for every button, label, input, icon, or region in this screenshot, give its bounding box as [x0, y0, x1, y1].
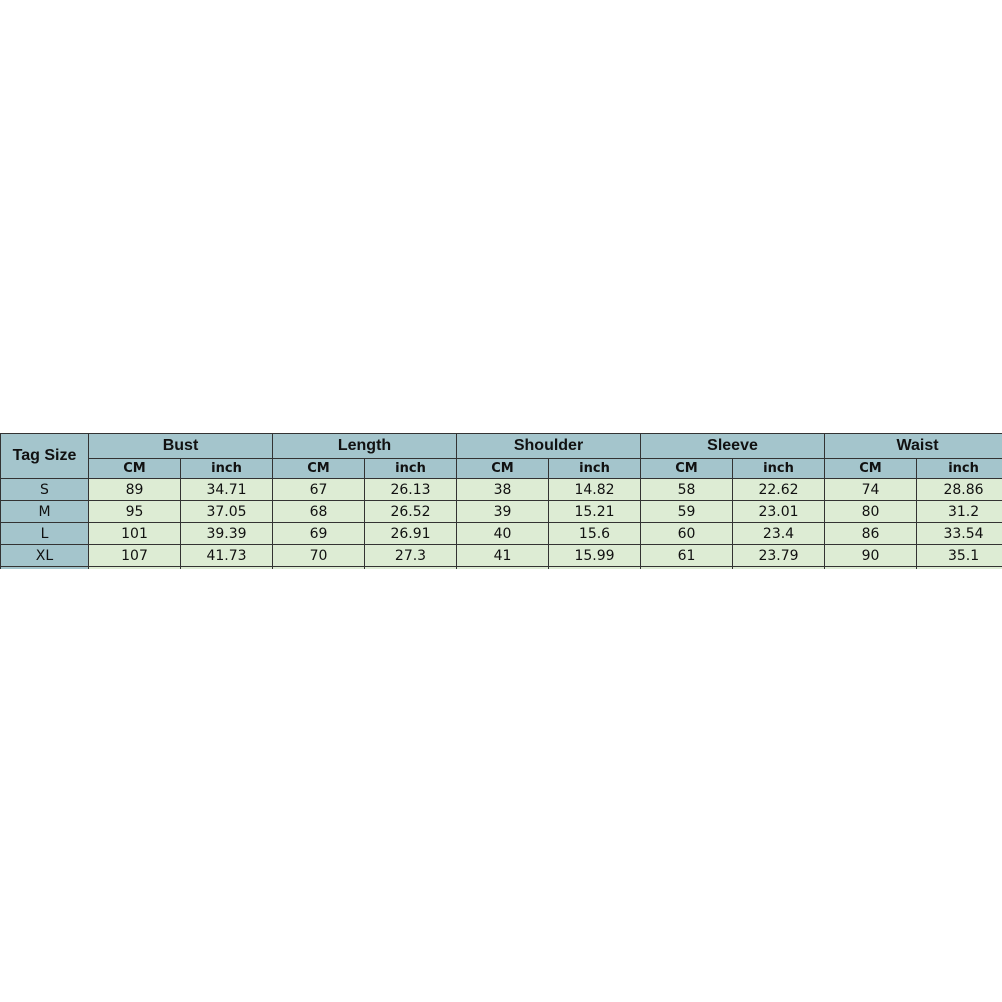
- value-cell: 15.6: [548, 522, 642, 545]
- value-cell: 40: [456, 522, 550, 545]
- unit-header: inch: [916, 458, 1002, 479]
- unit-header: inch: [363, 458, 458, 479]
- value-cell: 59: [640, 500, 734, 523]
- size-chart: Tag Size Bust Length Shoulder Sleeve Waist C…: [0, 433, 1002, 569]
- empty-cell: [272, 566, 365, 569]
- value-cell: 38: [456, 478, 550, 501]
- value-cell: 22.62: [732, 478, 826, 501]
- value-cell: 80: [824, 500, 918, 523]
- group-header-waist: Waist: [824, 433, 1002, 459]
- value-cell: 90: [824, 544, 918, 567]
- value-cell: 67: [272, 478, 365, 501]
- size-cell: M: [0, 500, 89, 523]
- group-header-bust: Bust: [88, 433, 273, 459]
- value-cell: 27.3: [363, 544, 458, 567]
- unit-header: CM: [456, 458, 550, 479]
- empty-cell: [180, 566, 273, 569]
- empty-cell: [640, 566, 734, 569]
- value-cell: 107: [88, 544, 181, 567]
- value-cell: 41: [456, 544, 550, 567]
- value-cell: 39.39: [180, 522, 273, 545]
- value-cell: 68: [272, 500, 365, 523]
- empty-cell: [88, 566, 181, 569]
- value-cell: 26.13: [363, 478, 458, 501]
- value-cell: 101: [88, 522, 181, 545]
- table-row: M 95 37.05 68 26.52 39 15.21 59 23.01 80 31.2: [0, 500, 1002, 523]
- table-row-cut: [0, 566, 1002, 569]
- table-row: L 101 39.39 69 26.91 40 15.6 60 23.4 86 33.54: [0, 522, 1002, 545]
- unit-header: CM: [640, 458, 734, 479]
- value-cell: 34.71: [180, 478, 273, 501]
- value-cell: 35.1: [916, 544, 1002, 567]
- size-cell: XL: [0, 544, 89, 567]
- value-cell: 15.21: [548, 500, 642, 523]
- unit-header: CM: [272, 458, 365, 479]
- empty-cell: [916, 566, 1002, 569]
- value-cell: 41.73: [180, 544, 273, 567]
- value-cell: 26.52: [363, 500, 458, 523]
- empty-cell: [363, 566, 458, 569]
- value-cell: 60: [640, 522, 734, 545]
- value-cell: 95: [88, 500, 181, 523]
- unit-header: CM: [88, 458, 181, 479]
- value-cell: 37.05: [180, 500, 273, 523]
- unit-header: inch: [732, 458, 826, 479]
- value-cell: 31.2: [916, 500, 1002, 523]
- value-cell: 23.01: [732, 500, 826, 523]
- empty-cell: [732, 566, 826, 569]
- value-cell: 69: [272, 522, 365, 545]
- value-cell: 33.54: [916, 522, 1002, 545]
- unit-header: inch: [180, 458, 273, 479]
- tag-size-header: Tag Size: [0, 433, 89, 479]
- empty-cell: [548, 566, 642, 569]
- value-cell: 23.4: [732, 522, 826, 545]
- value-cell: 61: [640, 544, 734, 567]
- value-cell: 28.86: [916, 478, 1002, 501]
- value-cell: 39: [456, 500, 550, 523]
- size-cell: L: [0, 522, 89, 545]
- size-cell: S: [0, 478, 89, 501]
- empty-cell: [456, 566, 550, 569]
- empty-cell: [0, 566, 89, 569]
- value-cell: 58: [640, 478, 734, 501]
- empty-cell: [824, 566, 918, 569]
- group-header-shoulder: Shoulder: [456, 433, 642, 459]
- value-cell: 86: [824, 522, 918, 545]
- value-cell: 15.99: [548, 544, 642, 567]
- size-table: Tag Size Bust Length Shoulder Sleeve Waist C…: [0, 433, 1002, 569]
- value-cell: 14.82: [548, 478, 642, 501]
- table-row: XL 107 41.73 70 27.3 41 15.99 61 23.79 90 35.1: [0, 544, 1002, 567]
- unit-header: CM: [824, 458, 918, 479]
- table-row: S 89 34.71 67 26.13 38 14.82 58 22.62 74 28.86: [0, 478, 1002, 501]
- value-cell: 23.79: [732, 544, 826, 567]
- group-header-length: Length: [271, 433, 458, 459]
- unit-header: inch: [548, 458, 642, 479]
- value-cell: 89: [88, 478, 181, 501]
- group-header-sleeve: Sleeve: [640, 433, 826, 459]
- value-cell: 74: [824, 478, 918, 501]
- value-cell: 26.91: [363, 522, 458, 545]
- value-cell: 70: [272, 544, 365, 567]
